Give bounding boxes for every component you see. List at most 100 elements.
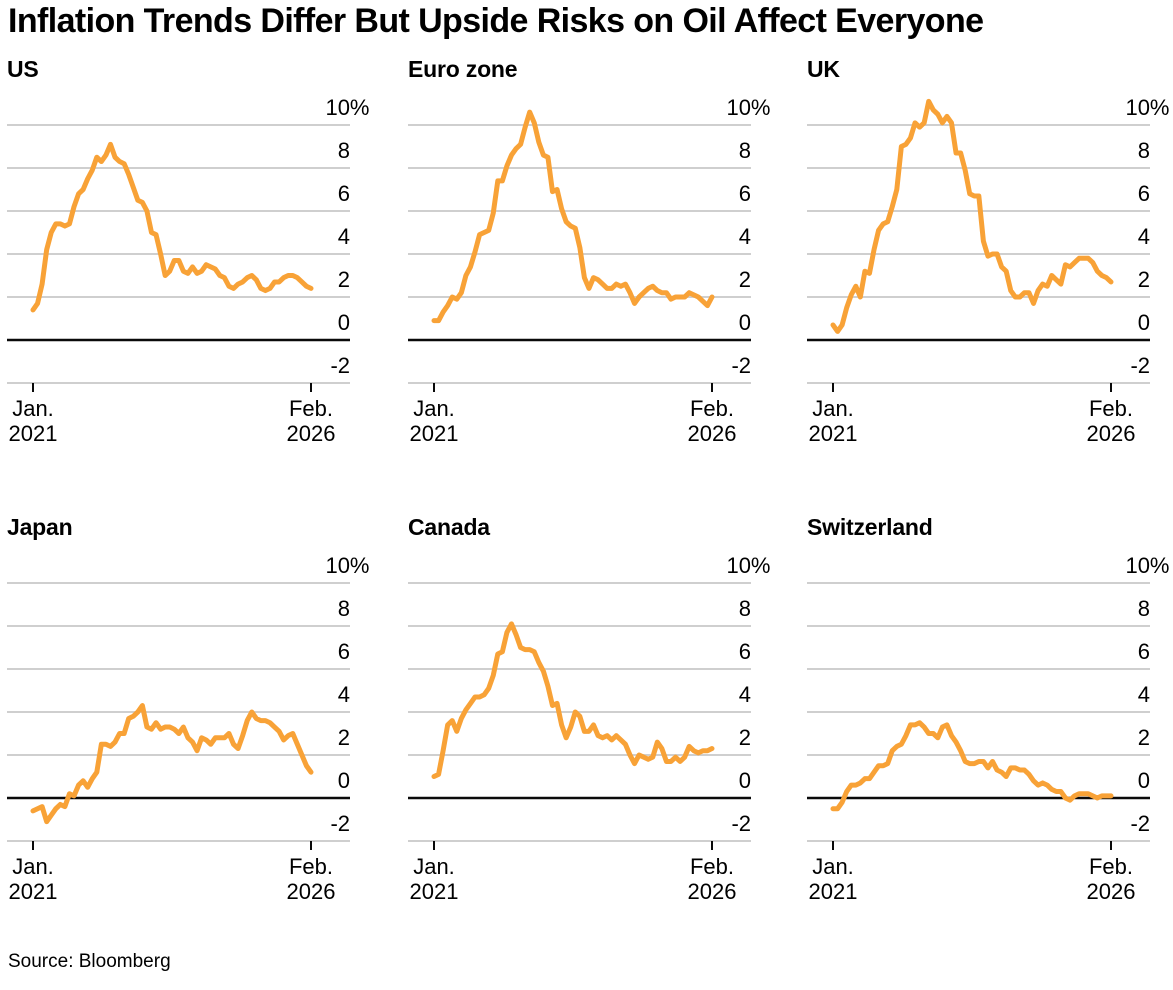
y-tick-label: 8 [1138, 596, 1150, 621]
x-tick-label-line: 2026 [286, 421, 336, 446]
x-tick-label-line: 2021 [808, 879, 858, 904]
y-tick-label: 6 [739, 639, 751, 664]
y-tick-label: -2 [1130, 353, 1150, 378]
y-tick-label: 6 [1138, 181, 1150, 206]
x-tick-label-line: 2021 [8, 421, 58, 446]
panel-switzerland: Switzerland 10% 8 6 4 2 0 -2 Jan. 2021 Feb. 2026 [800, 514, 1173, 914]
x-tick-label-line: Jan. [413, 396, 455, 421]
y-tick-label: 4 [1138, 682, 1150, 707]
y-tick-label: 6 [739, 181, 751, 206]
x-axis-label-end: Feb. 2026 [642, 854, 782, 904]
line-chart-canada: 10% 8 6 4 2 0 -2 [408, 553, 771, 850]
inflation-line [830, 98, 1114, 334]
inflation-line [30, 703, 314, 825]
y-tick-label: 10% [325, 553, 369, 578]
x-tick-label-line: Feb. [1088, 854, 1134, 879]
line-chart-us: 10% 8 6 4 2 0 -2 [7, 95, 370, 392]
panel-uk: UK 10% 8 6 4 2 0 -2 Jan. 2021 Feb. 2026 [800, 56, 1173, 456]
y-tick-label: 4 [338, 224, 350, 249]
x-tick-label-line: 2021 [409, 421, 459, 446]
x-tick-label-line: Feb. [689, 396, 735, 421]
x-axis-label-start: Jan. 2021 [0, 854, 103, 904]
x-tick-label-line: 2026 [1086, 421, 1136, 446]
x-tick-label-line: Feb. [288, 854, 334, 879]
panel-title-canada: Canada [408, 514, 490, 540]
y-tick-label: -2 [1130, 811, 1150, 836]
x-tick-label-line: Jan. [812, 854, 854, 879]
y-tick-label: -2 [330, 353, 350, 378]
y-tick-label: 0 [338, 310, 350, 335]
x-tick-label-line: 2021 [8, 879, 58, 904]
y-tick-label: 0 [1138, 768, 1150, 793]
y-tick-label: 8 [739, 138, 751, 163]
panel-us: US 10% 8 6 4 2 0 -2 Jan. 2021 Feb. 2026 [0, 56, 373, 456]
x-tick-label-line: 2026 [1086, 879, 1136, 904]
y-tick-label: 8 [1138, 138, 1150, 163]
y-tick-label: 6 [1138, 639, 1150, 664]
y-tick-label: 0 [739, 768, 751, 793]
panel-title-us: US [7, 56, 39, 82]
x-tick-label-line: Feb. [288, 396, 334, 421]
x-axis-label-start: Jan. 2021 [0, 396, 103, 446]
x-tick-label-line: Feb. [1088, 396, 1134, 421]
y-tick-label: 2 [1138, 725, 1150, 750]
x-axis-label-start: Jan. 2021 [364, 854, 504, 904]
y-tick-label: 6 [338, 181, 350, 206]
x-axis-label-end: Feb. 2026 [241, 854, 381, 904]
x-tick-label-line: Jan. [12, 396, 54, 421]
y-tick-label: -2 [330, 811, 350, 836]
y-tick-label: 0 [338, 768, 350, 793]
line-chart-switzerland: 10% 8 6 4 2 0 -2 [807, 553, 1170, 850]
x-tick-label-line: Jan. [413, 854, 455, 879]
x-tick-label-line: Feb. [689, 854, 735, 879]
source-note: Source: Bloomberg [8, 951, 171, 972]
x-axis-label-end: Feb. 2026 [642, 396, 782, 446]
line-chart-uk: 10% 8 6 4 2 0 -2 [807, 95, 1170, 392]
inflation-line [830, 720, 1114, 812]
x-axis-label-start: Jan. 2021 [364, 396, 504, 446]
panel-japan: Japan 10% 8 6 4 2 0 -2 Jan. 2021 Feb. 2026 [0, 514, 373, 914]
y-tick-label: 10% [325, 95, 369, 120]
y-tick-label: 2 [739, 725, 751, 750]
panel-title-japan: Japan [7, 514, 73, 540]
y-tick-label: 0 [1138, 310, 1150, 335]
inflation-line [431, 109, 715, 324]
panel-title-euro-zone: Euro zone [408, 56, 518, 82]
y-tick-label: 10% [726, 95, 770, 120]
y-tick-label: 4 [739, 224, 751, 249]
y-tick-label: 4 [739, 682, 751, 707]
y-tick-label: -2 [731, 811, 751, 836]
y-tick-label: 2 [338, 267, 350, 292]
y-tick-label: 0 [739, 310, 751, 335]
y-tick-label: 10% [1125, 553, 1169, 578]
y-tick-label: 10% [1125, 95, 1169, 120]
line-chart-euro-zone: 10% 8 6 4 2 0 -2 [408, 95, 771, 392]
chart-title: Inflation Trends Differ But Upside Risks… [8, 2, 984, 40]
panel-title-uk: UK [807, 56, 840, 82]
x-tick-label-line: 2026 [687, 421, 737, 446]
x-axis-label-start: Jan. 2021 [763, 854, 903, 904]
x-axis-label-end: Feb. 2026 [1041, 396, 1173, 446]
y-tick-label: 10% [726, 553, 770, 578]
x-tick-label-line: 2026 [687, 879, 737, 904]
x-tick-label-line: 2021 [808, 421, 858, 446]
y-tick-label: 4 [1138, 224, 1150, 249]
y-tick-label: -2 [731, 353, 751, 378]
panel-canada: Canada 10% 8 6 4 2 0 -2 Jan. 2021 Feb. 2026 [401, 514, 774, 914]
x-axis-label-end: Feb. 2026 [1041, 854, 1173, 904]
inflation-line [431, 621, 715, 779]
panel-title-switzerland: Switzerland [807, 514, 933, 540]
panel-euro-zone: Euro zone 10% 8 6 4 2 0 -2 Jan. 2021 Feb. 2026 [401, 56, 774, 456]
x-tick-label-line: Jan. [812, 396, 854, 421]
y-tick-label: 4 [338, 682, 350, 707]
x-axis-label-end: Feb. 2026 [241, 396, 381, 446]
inflation-line [30, 141, 314, 313]
x-tick-label-line: 2026 [286, 879, 336, 904]
y-tick-label: 2 [739, 267, 751, 292]
y-tick-label: 8 [338, 138, 350, 163]
line-chart-japan: 10% 8 6 4 2 0 -2 [7, 553, 370, 850]
x-axis-label-start: Jan. 2021 [763, 396, 903, 446]
y-tick-label: 6 [338, 639, 350, 664]
x-tick-label-line: Jan. [12, 854, 54, 879]
